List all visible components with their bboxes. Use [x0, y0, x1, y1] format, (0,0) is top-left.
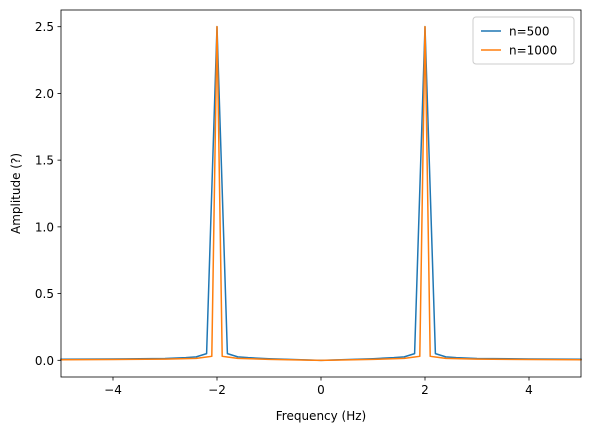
y-axis-label: Amplitude (?): [9, 153, 23, 234]
legend-label-2: n=1000: [509, 44, 557, 58]
y-tick-label: 0.5: [35, 287, 54, 301]
x-axis-label: Frequency (Hz): [276, 409, 367, 423]
x-tick-label: −2: [208, 383, 226, 397]
plot-area: [61, 10, 581, 377]
legend-box: [472, 16, 575, 65]
x-tick-label: 2: [421, 383, 429, 397]
legend-label-1: n=500: [509, 25, 550, 39]
y-tick-label: 1.5: [35, 154, 54, 168]
legend: n=500 n=1000: [472, 16, 575, 65]
y-tick-label: 0.0: [35, 354, 54, 368]
x-tick-label: 4: [525, 383, 533, 397]
x-tick-label: 0: [317, 383, 325, 397]
ticks-layer: −4 −2 0 2 4 0.0 0.5 1.0 1.5 2.0 2.5: [35, 20, 533, 397]
y-tick-label: 2.5: [35, 20, 54, 34]
series-line-2: [60, 25, 582, 362]
series-layer: [60, 25, 582, 362]
y-tick-label: 2.0: [35, 87, 54, 101]
x-tick-label: −4: [104, 383, 122, 397]
y-tick-label: 1.0: [35, 220, 54, 234]
